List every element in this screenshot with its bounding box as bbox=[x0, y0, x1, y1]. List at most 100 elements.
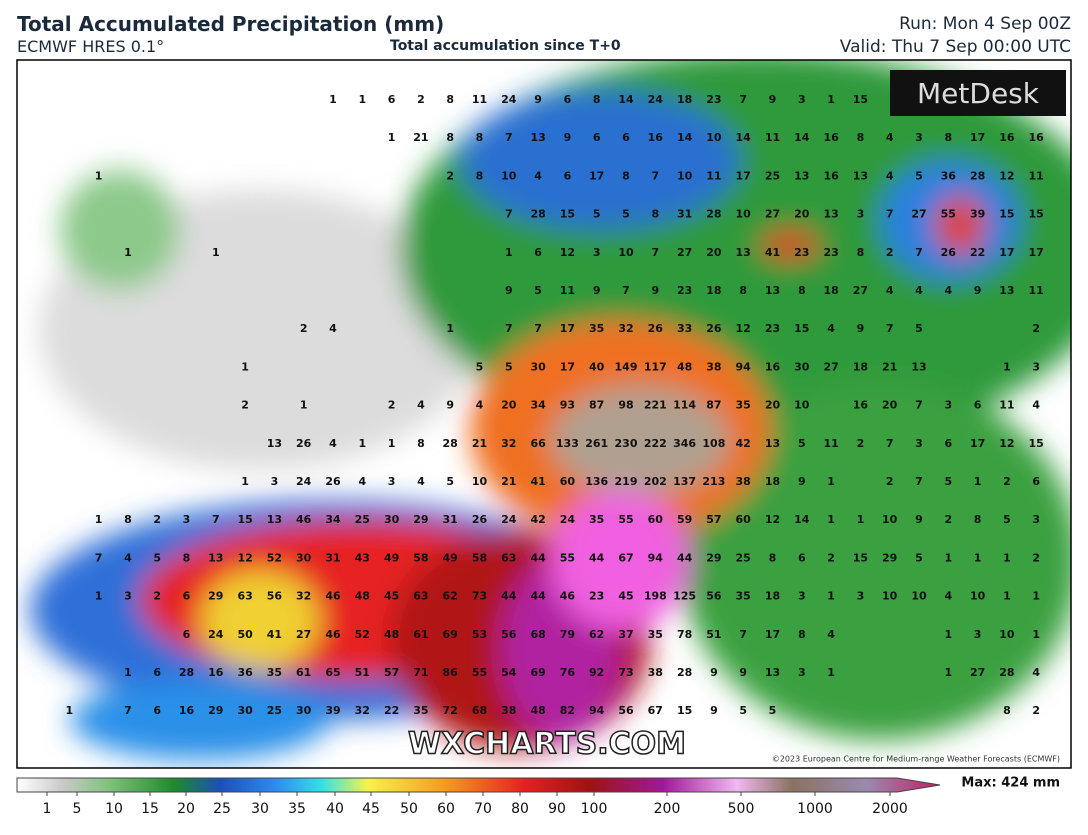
max-label: Max: 424 mm bbox=[961, 776, 1060, 791]
grid-value: 48 bbox=[355, 590, 370, 603]
grid-value: 149 bbox=[615, 360, 638, 373]
grid-value: 15 bbox=[560, 208, 575, 221]
grid-value: 73 bbox=[472, 590, 487, 603]
grid-value: 1 bbox=[358, 93, 366, 106]
grid-value: 10 bbox=[911, 590, 927, 603]
grid-value: 27 bbox=[677, 246, 692, 259]
grid-value: 117 bbox=[644, 360, 667, 373]
grid-value: 8 bbox=[944, 131, 952, 144]
grid-value: 137 bbox=[673, 475, 696, 488]
grid-value: 12 bbox=[999, 169, 1014, 182]
grid-value: 51 bbox=[355, 666, 370, 679]
grid-value: 1 bbox=[944, 551, 952, 564]
grid-value: 29 bbox=[413, 513, 428, 526]
grid-value: 202 bbox=[644, 475, 667, 488]
grid-value: 26 bbox=[472, 513, 488, 526]
grid-value: 24 bbox=[208, 628, 224, 641]
grid-value: 25 bbox=[736, 551, 751, 564]
grid-value: 1 bbox=[944, 628, 952, 641]
grid-value: 12 bbox=[560, 246, 575, 259]
colorbar-label: 1 bbox=[43, 801, 52, 817]
grid-value: 4 bbox=[358, 475, 366, 488]
grid-value: 3 bbox=[857, 208, 865, 221]
grid-value: 136 bbox=[585, 475, 608, 488]
grid-value: 35 bbox=[267, 666, 282, 679]
grid-value: 46 bbox=[325, 590, 341, 603]
grid-value: 45 bbox=[384, 590, 399, 603]
grid-value: 27 bbox=[911, 208, 926, 221]
grid-value: 13 bbox=[530, 131, 545, 144]
grid-value: 125 bbox=[673, 590, 696, 603]
grid-value: 23 bbox=[823, 246, 838, 259]
grid-value: 20 bbox=[706, 246, 722, 259]
grid-value: 52 bbox=[267, 551, 282, 564]
grid-value: 45 bbox=[618, 590, 633, 603]
grid-value: 15 bbox=[1029, 437, 1044, 450]
grid-value: 30 bbox=[296, 704, 312, 717]
colorbar-label: 40 bbox=[326, 801, 344, 817]
grid-value: 46 bbox=[560, 590, 576, 603]
grid-value: 219 bbox=[615, 475, 638, 488]
grid-value: 7 bbox=[124, 704, 132, 717]
grid-value: 29 bbox=[882, 551, 897, 564]
grid-value: 5 bbox=[446, 475, 454, 488]
grid-value: 1 bbox=[827, 93, 835, 106]
grid-value: 6 bbox=[534, 246, 542, 259]
grid-value: 61 bbox=[296, 666, 311, 679]
grid-value: 8 bbox=[476, 131, 484, 144]
grid-value: 46 bbox=[325, 628, 341, 641]
grid-value: 87 bbox=[589, 399, 604, 412]
valid-time: Valid: Thu 7 Sep 00:00 UTC bbox=[839, 37, 1071, 57]
grid-value: 1 bbox=[124, 246, 132, 259]
grid-value: 5 bbox=[915, 551, 923, 564]
grid-value: 6 bbox=[183, 628, 191, 641]
grid-value: 2 bbox=[1032, 322, 1040, 335]
grid-value: 4 bbox=[944, 590, 952, 603]
grid-value: 63 bbox=[237, 590, 252, 603]
grid-value: 14 bbox=[618, 93, 634, 106]
grid-value: 1 bbox=[95, 590, 103, 603]
grid-value: 1 bbox=[446, 322, 454, 335]
grid-value: 4 bbox=[886, 169, 894, 182]
logo: MetDesk bbox=[917, 77, 1040, 110]
grid-value: 9 bbox=[505, 284, 513, 297]
grid-value: 21 bbox=[472, 437, 487, 450]
grid-value: 32 bbox=[296, 590, 311, 603]
grid-value: 65 bbox=[325, 666, 340, 679]
grid-value: 5 bbox=[944, 475, 952, 488]
grid-value: 44 bbox=[589, 551, 605, 564]
grid-value: 1 bbox=[388, 131, 396, 144]
grid-value: 1 bbox=[329, 93, 337, 106]
grid-value: 56 bbox=[618, 704, 634, 717]
grid-value: 26 bbox=[706, 322, 722, 335]
grid-value: 10 bbox=[794, 399, 810, 412]
grid-value: 13 bbox=[765, 284, 780, 297]
grid-value: 27 bbox=[765, 208, 780, 221]
grid-value: 8 bbox=[651, 208, 659, 221]
grid-value: 9 bbox=[651, 284, 659, 297]
grid-value: 82 bbox=[560, 704, 575, 717]
grid-value: 9 bbox=[564, 131, 572, 144]
grid-value: 1 bbox=[974, 475, 982, 488]
grid-value: 8 bbox=[798, 628, 806, 641]
grid-value: 9 bbox=[915, 513, 923, 526]
grid-value: 15 bbox=[794, 322, 809, 335]
grid-value: 4 bbox=[944, 284, 952, 297]
grid-value: 28 bbox=[999, 666, 1014, 679]
grid-value: 46 bbox=[296, 513, 312, 526]
grid-value: 6 bbox=[798, 551, 806, 564]
grid-value: 4 bbox=[886, 284, 894, 297]
colorbar-label: 60 bbox=[437, 801, 455, 817]
grid-value: 3 bbox=[183, 513, 191, 526]
grid-value: 17 bbox=[560, 360, 575, 373]
grid-value: 13 bbox=[765, 666, 780, 679]
grid-value: 28 bbox=[677, 666, 692, 679]
colorbar-label: 2000 bbox=[872, 801, 908, 817]
grid-value: 44 bbox=[677, 551, 693, 564]
grid-value: 9 bbox=[593, 284, 601, 297]
grid-value: 1 bbox=[827, 513, 835, 526]
grid-value: 3 bbox=[798, 93, 806, 106]
grid-value: 3 bbox=[798, 666, 806, 679]
grid-value: 60 bbox=[648, 513, 664, 526]
grid-value: 15 bbox=[853, 93, 868, 106]
